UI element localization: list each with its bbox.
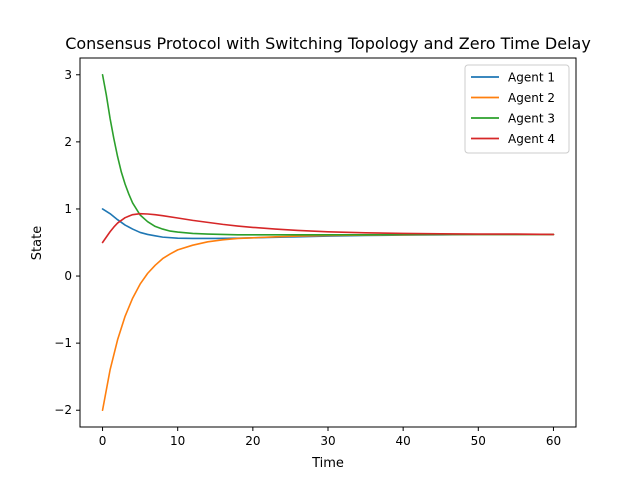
- legend-frame: [464, 64, 570, 154]
- legend-label-agent-4: Agent 4: [508, 132, 555, 146]
- y-tick-label: 0: [64, 269, 72, 283]
- y-tick-label: −2: [54, 403, 72, 417]
- series-layer: [101, 73, 555, 412]
- x-axis-ticks: 0 10 20 30 40 50 60: [99, 427, 561, 448]
- legend-items: Agent 1 Agent 2 Agent 3 Agent 4: [471, 71, 555, 146]
- x-tick-label: 30: [320, 434, 335, 448]
- x-axis-label: Time: [311, 456, 344, 471]
- y-tick-label: 2: [64, 135, 72, 149]
- y-tick-label: 1: [64, 202, 72, 216]
- y-tick-label: 3: [64, 68, 72, 82]
- legend-label-agent-3: Agent 3: [508, 112, 555, 126]
- series-line-agent-2: [101, 233, 555, 412]
- legend-label-agent-1: Agent 1: [508, 71, 555, 85]
- x-tick-label: 0: [99, 434, 107, 448]
- x-tick-label: 20: [245, 434, 260, 448]
- series-line-agent-4: [101, 212, 555, 244]
- x-tick-label: 40: [396, 434, 411, 448]
- x-tick-label: 60: [546, 434, 561, 448]
- y-axis-label: State: [30, 226, 45, 260]
- x-tick-label: 50: [471, 434, 486, 448]
- legend-label-agent-2: Agent 2: [508, 91, 555, 105]
- y-axis-ticks: −2 −1 0 1 2 3: [54, 68, 80, 417]
- x-tick-label: 10: [170, 434, 185, 448]
- chart-title: Consensus Protocol with Switching Topolo…: [65, 34, 591, 53]
- legend: Agent 1 Agent 2 Agent 3 Agent 4: [464, 64, 570, 154]
- series-line-agent-3: [101, 73, 555, 236]
- y-tick-label: −1: [54, 336, 72, 350]
